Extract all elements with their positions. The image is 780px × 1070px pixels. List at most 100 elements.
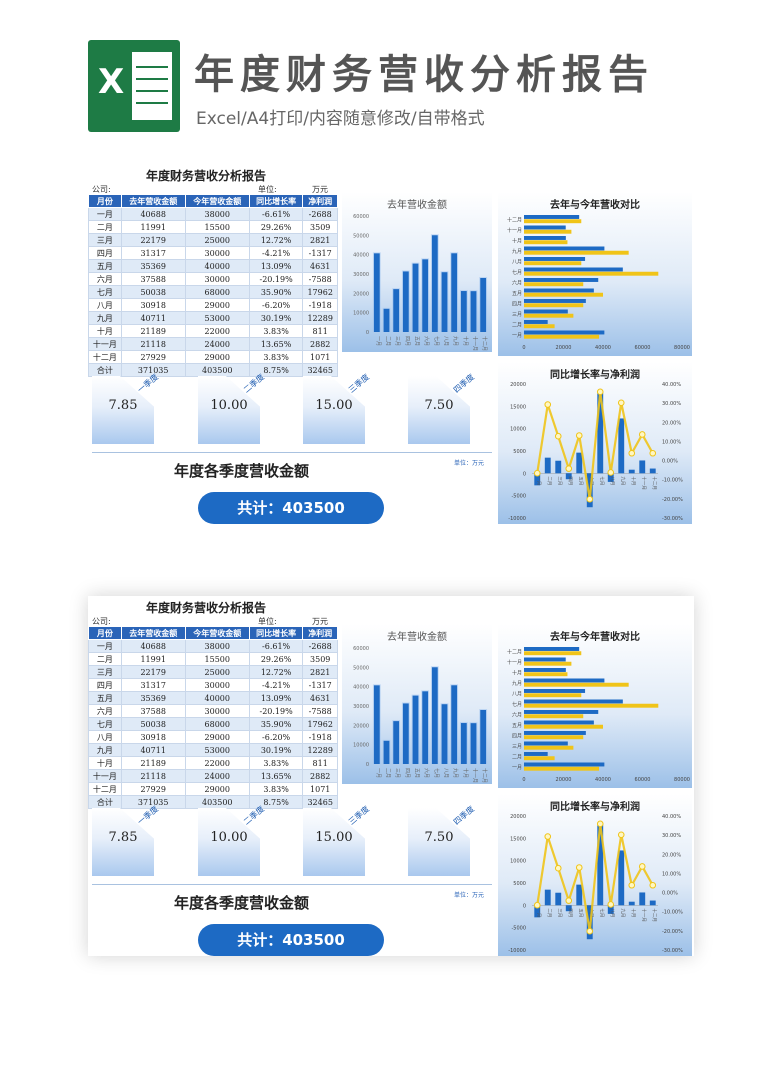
- bar: [524, 693, 582, 698]
- x-tick-label: 五月: [414, 768, 420, 778]
- divider: [92, 884, 492, 885]
- line-point: [596, 388, 604, 396]
- y-tick-label: 七月: [512, 269, 522, 276]
- y-right-tick-label: 20.00%: [662, 852, 681, 858]
- y-right-tick-label: 40.00%: [662, 382, 681, 388]
- col-growth: 同比增长率: [248, 194, 304, 208]
- quarter-value: 10.00: [210, 830, 248, 845]
- y-tick-label: 60000: [353, 646, 369, 652]
- table-cell: 371035: [120, 795, 186, 809]
- unit-label: 单位:: [258, 617, 277, 626]
- y-tick-label: 0: [366, 330, 369, 336]
- quarter-title: 年度各季度营收金额: [174, 462, 310, 480]
- bar: [607, 905, 614, 914]
- table-cell: 37588: [120, 704, 186, 718]
- col-growth: 同比增长率: [248, 626, 304, 640]
- y-right-tick-label: -20.00%: [662, 497, 683, 503]
- table-row: 十一月 21118 24000 13.65% 2882: [88, 769, 338, 783]
- line-point: [628, 881, 636, 889]
- quarter-value: 7.50: [424, 830, 454, 845]
- line-point: [596, 820, 604, 828]
- col-last-year: 去年营收金额: [120, 194, 186, 208]
- y-tick-label: 一月: [512, 333, 522, 339]
- finance-table: 月份 去年营收金额 今年营收金额 同比增长率 净利润 一月 40688 38000-…: [88, 626, 338, 809]
- line-point: [607, 469, 615, 476]
- bar: [412, 263, 419, 332]
- bar: [524, 735, 584, 740]
- table-cell: 35369: [120, 259, 186, 273]
- y-left-tick-label: 10000: [510, 427, 526, 433]
- table-cell: -1317: [302, 678, 338, 692]
- table-cell: 三月: [88, 665, 122, 679]
- x-tick-label: 三月: [556, 908, 562, 917]
- table-cell: 22000: [184, 756, 250, 770]
- line-point: [575, 864, 583, 871]
- bar: [534, 473, 541, 486]
- bar: [383, 740, 390, 764]
- bar: [460, 723, 467, 764]
- table-row: 三月 22179 25000 12.72% 2821: [88, 665, 338, 679]
- table-cell: 二月: [88, 220, 122, 234]
- y-left-tick-label: -10000: [508, 516, 526, 522]
- table-cell: 七月: [88, 285, 122, 299]
- table-row: 合计 371035 403500 8.75% 32465: [88, 795, 338, 809]
- x-tick-label: 三月: [394, 768, 400, 778]
- table-cell: 35.90%: [248, 717, 304, 731]
- x-tick-label: 七月: [433, 768, 440, 778]
- y-tick-label: 四月: [512, 733, 522, 739]
- page-subtitle: Excel/A4打印/内容随意修改/自带格式: [196, 109, 485, 129]
- x-tick-label: 八月: [609, 908, 615, 917]
- bar: [524, 661, 572, 666]
- table-cell: -20.19%: [248, 272, 304, 286]
- y-left-tick-label: -5000: [511, 494, 526, 500]
- table-cell: -6.20%: [248, 298, 304, 312]
- table-cell: 40711: [120, 311, 186, 325]
- chart-title: 去年营收金额: [387, 632, 447, 643]
- table-cell: 2821: [302, 665, 338, 679]
- table-cell: 13.09%: [248, 691, 304, 705]
- line-point: [575, 432, 583, 439]
- table-cell: 30000: [184, 678, 250, 692]
- y-tick-label: 十一月: [507, 659, 522, 666]
- bar: [639, 460, 646, 474]
- bar: [565, 905, 572, 912]
- y-tick-label: 五月: [512, 291, 522, 297]
- y-right-tick-label: -10.00%: [662, 910, 683, 916]
- line-point: [586, 927, 594, 935]
- y-left-tick-label: 20000: [510, 382, 526, 388]
- table-cell: 25000: [184, 233, 250, 247]
- table-cell: 15500: [184, 220, 250, 234]
- table-cell: 8.75%: [248, 363, 304, 377]
- x-tick-label: 60000: [635, 345, 651, 351]
- chart-title: 同比增长率与净利润: [550, 370, 640, 381]
- chart-title: 去年营收金额: [387, 200, 447, 211]
- bar: [524, 303, 584, 308]
- y-left-tick-label: 15000: [510, 404, 526, 410]
- bar: [524, 766, 600, 771]
- table-row: 四月 31317 30000 -4.21% -1317: [88, 246, 338, 260]
- table-cell: 五月: [88, 691, 122, 705]
- y-tick-label: 四月: [512, 301, 522, 307]
- bar-chart-svg: 0 10000 20000 30000 40000 50000 60000 一月 二月 三月 四月五…: [353, 214, 488, 351]
- line-point: [628, 449, 636, 457]
- table-cell: 3.83%: [248, 324, 304, 338]
- x-tick-label: 四月: [404, 336, 410, 346]
- bar: [402, 703, 409, 764]
- x-tick-label: 七月: [433, 336, 440, 346]
- total-badge: 共计：403500: [198, 492, 384, 524]
- x-tick-label: 十二月: [481, 336, 488, 351]
- y-tick-label: 二月: [512, 322, 522, 328]
- bar: [534, 905, 541, 918]
- bar: [524, 215, 580, 219]
- table-cell: 六月: [88, 272, 122, 286]
- line-point: [649, 881, 657, 889]
- col-profit: 净利润: [302, 626, 338, 640]
- bar: [524, 724, 603, 729]
- x-tick-label: 一月: [375, 768, 381, 778]
- table-cell: 合计: [88, 795, 122, 809]
- growth-profit-chart: 同比增长率与净利润 20000 15000 10000 5000 0 -5000 -1000…: [498, 794, 692, 956]
- bar: [524, 672, 568, 677]
- table-cell: -4.21%: [248, 246, 304, 260]
- table-cell: 2821: [302, 233, 338, 247]
- x-tick-label: 二月: [385, 336, 391, 346]
